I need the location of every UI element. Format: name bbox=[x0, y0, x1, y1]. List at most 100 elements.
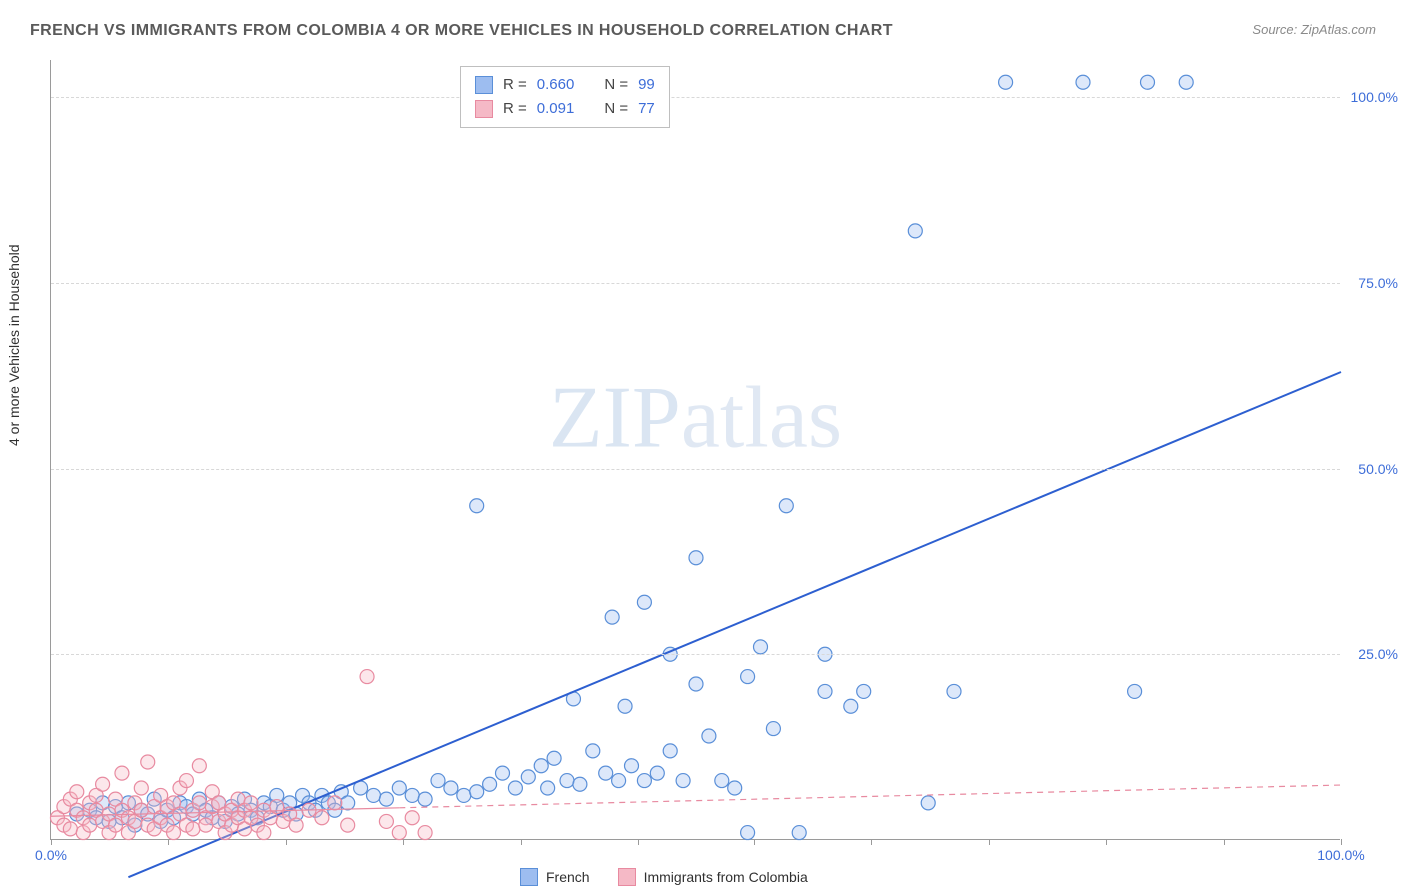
x-tick bbox=[754, 839, 755, 845]
x-tick bbox=[1341, 839, 1342, 845]
data-point bbox=[947, 684, 961, 698]
data-point bbox=[908, 224, 922, 238]
data-point bbox=[186, 822, 200, 836]
data-point bbox=[379, 814, 393, 828]
data-point bbox=[663, 744, 677, 758]
chart-title: FRENCH VS IMMIGRANTS FROM COLOMBIA 4 OR … bbox=[30, 22, 893, 40]
data-point bbox=[109, 818, 123, 832]
data-point bbox=[244, 796, 258, 810]
data-point bbox=[728, 781, 742, 795]
data-point bbox=[921, 796, 935, 810]
y-tick-label: 100.0% bbox=[1351, 89, 1398, 105]
data-point bbox=[1179, 75, 1193, 89]
legend-corr-row: R =0.091N =77 bbox=[475, 97, 655, 121]
data-point bbox=[444, 781, 458, 795]
data-point bbox=[1128, 684, 1142, 698]
n-value: 77 bbox=[638, 97, 655, 121]
data-point bbox=[367, 788, 381, 802]
series-legend: French Immigrants from Colombia bbox=[520, 868, 808, 886]
data-point bbox=[999, 75, 1013, 89]
data-point bbox=[496, 766, 510, 780]
x-tick bbox=[403, 839, 404, 845]
gridline-h bbox=[51, 97, 1340, 98]
data-point bbox=[625, 759, 639, 773]
x-tick bbox=[168, 839, 169, 845]
data-point bbox=[115, 766, 129, 780]
data-point bbox=[637, 774, 651, 788]
legend-label: Immigrants from Colombia bbox=[644, 869, 808, 885]
y-axis-label: 4 or more Vehicles in Household bbox=[6, 244, 22, 446]
data-point bbox=[818, 684, 832, 698]
gridline-h bbox=[51, 654, 1340, 655]
data-point bbox=[167, 826, 181, 840]
source-label: Source: bbox=[1252, 22, 1297, 37]
data-point bbox=[328, 796, 342, 810]
data-point bbox=[418, 826, 432, 840]
data-point bbox=[560, 774, 574, 788]
data-point bbox=[689, 551, 703, 565]
data-point bbox=[702, 729, 716, 743]
data-point bbox=[844, 699, 858, 713]
data-point bbox=[792, 826, 806, 840]
data-point bbox=[405, 788, 419, 802]
source-attribution: Source: ZipAtlas.com bbox=[1252, 22, 1376, 37]
legend-label: French bbox=[546, 869, 590, 885]
legend-swatch bbox=[520, 868, 538, 886]
data-point bbox=[534, 759, 548, 773]
legend-swatch bbox=[475, 76, 493, 94]
x-tick bbox=[1106, 839, 1107, 845]
x-tick bbox=[1224, 839, 1225, 845]
data-point bbox=[605, 610, 619, 624]
data-point bbox=[676, 774, 690, 788]
legend-swatch bbox=[618, 868, 636, 886]
data-point bbox=[431, 774, 445, 788]
data-point bbox=[179, 774, 193, 788]
data-point bbox=[741, 826, 755, 840]
data-point bbox=[457, 788, 471, 802]
trend-line bbox=[128, 372, 1341, 877]
data-point bbox=[315, 811, 329, 825]
data-point bbox=[83, 818, 97, 832]
data-point bbox=[586, 744, 600, 758]
data-point bbox=[341, 796, 355, 810]
data-point bbox=[141, 755, 155, 769]
data-point bbox=[508, 781, 522, 795]
data-point bbox=[618, 699, 632, 713]
data-point bbox=[857, 684, 871, 698]
data-point bbox=[637, 595, 651, 609]
data-point bbox=[689, 677, 703, 691]
data-point bbox=[192, 796, 206, 810]
data-point bbox=[541, 781, 555, 795]
data-point bbox=[199, 818, 213, 832]
data-point bbox=[754, 640, 768, 654]
data-point bbox=[134, 803, 148, 817]
data-point bbox=[483, 777, 497, 791]
data-point bbox=[650, 766, 664, 780]
n-value: 99 bbox=[638, 73, 655, 97]
data-point bbox=[96, 777, 110, 791]
scatter-svg bbox=[51, 60, 1340, 839]
data-point bbox=[405, 811, 419, 825]
legend-swatch bbox=[475, 100, 493, 118]
x-tick bbox=[638, 839, 639, 845]
legend-item: Immigrants from Colombia bbox=[618, 868, 808, 886]
y-tick-label: 50.0% bbox=[1358, 461, 1398, 477]
r-value: 0.091 bbox=[537, 97, 575, 121]
data-point bbox=[715, 774, 729, 788]
data-point bbox=[392, 826, 406, 840]
x-tick bbox=[871, 839, 872, 845]
data-point bbox=[63, 822, 77, 836]
data-point bbox=[341, 818, 355, 832]
data-point bbox=[134, 781, 148, 795]
x-tick bbox=[286, 839, 287, 845]
data-point bbox=[1076, 75, 1090, 89]
plot-area: ZIPatlas 25.0%50.0%75.0%100.0%0.0%100.0% bbox=[50, 60, 1340, 840]
data-point bbox=[289, 818, 303, 832]
data-point bbox=[360, 670, 374, 684]
correlation-legend: R =0.660N =99R =0.091N =77 bbox=[460, 66, 670, 128]
x-tick-label: 100.0% bbox=[1317, 847, 1364, 863]
data-point bbox=[547, 751, 561, 765]
data-point bbox=[612, 774, 626, 788]
source-link[interactable]: ZipAtlas.com bbox=[1301, 22, 1376, 37]
x-tick bbox=[989, 839, 990, 845]
